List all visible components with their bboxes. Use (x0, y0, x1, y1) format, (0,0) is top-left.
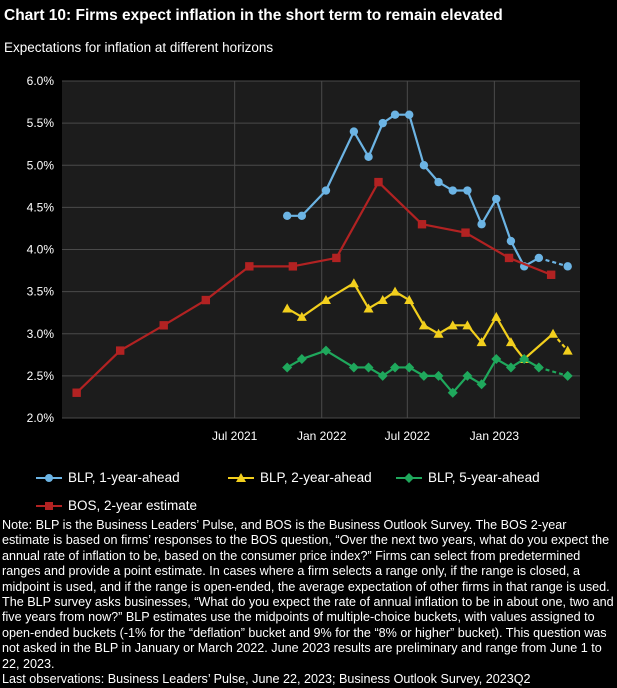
data-point (491, 354, 502, 365)
data-point (282, 211, 292, 220)
legend-label: BOS, 2-year estimate (68, 498, 198, 513)
data-point (297, 211, 307, 220)
legend-label: BLP, 2-year-ahead (260, 470, 372, 485)
chart-note: Note: BLP is the Business Leaders’ Pulse… (2, 518, 614, 671)
data-point (534, 253, 544, 263)
x-tick-label: Jul 2022 (385, 429, 431, 443)
y-tick-label: 2.5% (27, 369, 55, 383)
data-point (505, 362, 516, 373)
y-tick-label: 5.5% (27, 116, 55, 130)
data-point (418, 320, 429, 330)
data-point (159, 321, 168, 330)
data-point (533, 362, 544, 373)
data-point (404, 295, 415, 305)
data-point (282, 303, 293, 313)
data-point (348, 278, 359, 288)
data-point (332, 253, 341, 263)
data-point (349, 127, 359, 136)
last-observations: Last observations: Business Leaders’ Pul… (2, 672, 531, 686)
series-line-preliminary (538, 256, 569, 268)
data-point (433, 370, 444, 381)
data-point (390, 286, 401, 296)
data-point (363, 362, 374, 373)
y-tick-label: 3.5% (27, 285, 55, 299)
data-point (282, 362, 293, 373)
data-point (476, 337, 487, 347)
series-line (75, 181, 552, 394)
data-point (546, 270, 556, 279)
y-tick-label: 4.5% (27, 200, 55, 214)
data-point (492, 194, 501, 204)
data-point (447, 387, 458, 398)
data-point (364, 152, 373, 162)
y-tick-label: 4.0% (27, 243, 55, 257)
data-point (417, 220, 427, 229)
legend-item-blp-5yr: BLP, 5-year-ahead (396, 470, 540, 485)
data-point (72, 388, 81, 397)
data-point (377, 370, 388, 381)
data-point (418, 370, 429, 381)
data-point (433, 328, 444, 338)
data-point (288, 262, 298, 271)
data-point (462, 320, 473, 330)
data-point (563, 262, 572, 271)
data-point (378, 118, 387, 128)
legend-marker-square (36, 501, 62, 510)
chart-title: Chart 10: Firms expect inflation in the … (4, 7, 503, 24)
data-point (321, 186, 331, 195)
data-point (296, 311, 307, 321)
data-point (562, 345, 573, 355)
data-point (477, 220, 486, 229)
data-point (461, 228, 470, 237)
data-point (405, 110, 414, 119)
legend-item-bos-2yr: BOS, 2-year estimate (36, 498, 197, 513)
data-point (491, 311, 502, 321)
y-tick-label: 2.0% (27, 411, 55, 425)
legend-label: BLP, 5-year-ahead (428, 470, 540, 485)
data-point (390, 110, 400, 119)
y-tick-label: 6.0% (27, 74, 55, 88)
data-point (390, 362, 401, 373)
data-point (201, 295, 211, 305)
data-point (505, 337, 516, 347)
x-tick-label: Jan 2023 (470, 429, 520, 443)
data-point (506, 236, 516, 246)
legend-item-blp-1yr: BLP, 1-year-ahead (36, 470, 180, 485)
y-tick-label: 5.0% (27, 158, 55, 172)
data-point (296, 354, 307, 365)
data-point (115, 346, 125, 355)
data-point (363, 303, 374, 313)
data-point (377, 295, 388, 305)
data-point (548, 328, 559, 338)
legend-item-blp-2yr: BLP, 2-year-ahead (228, 470, 372, 485)
data-point (519, 354, 530, 365)
x-tick-label: Jan 2022 (297, 429, 347, 443)
data-point (419, 161, 429, 170)
legend-marker-diamond (396, 472, 422, 483)
legend-label: BLP, 1-year-ahead (68, 470, 180, 485)
chart-legend: BLP, 1-year-ahead BLP, 2-year-ahead BLP,… (0, 462, 617, 518)
data-point (562, 370, 573, 381)
legend-marker-circle (36, 473, 62, 482)
data-point (504, 253, 514, 263)
series-line-preliminary (538, 366, 569, 377)
data-point (462, 370, 473, 381)
legend-marker-triangle (228, 472, 254, 482)
chart-plot: 2.0% 2.5% 3.0% 3.5% 4.0% 4.5% 5.0% 5.5% 6.0% Jul … (27, 74, 580, 443)
data-point (447, 320, 458, 330)
data-point (320, 345, 331, 356)
data-point (448, 186, 457, 195)
data-point (404, 362, 415, 373)
data-point (245, 262, 254, 271)
x-tick-label: Jul 2021 (212, 429, 258, 443)
data-point (374, 177, 383, 187)
data-point (348, 362, 359, 373)
data-point (463, 186, 472, 195)
data-point (476, 379, 487, 390)
y-tick-label: 3.0% (27, 327, 55, 341)
chart-subtitle: Expectations for inflation at different … (4, 40, 274, 55)
data-point (434, 177, 443, 187)
data-point (320, 295, 331, 305)
